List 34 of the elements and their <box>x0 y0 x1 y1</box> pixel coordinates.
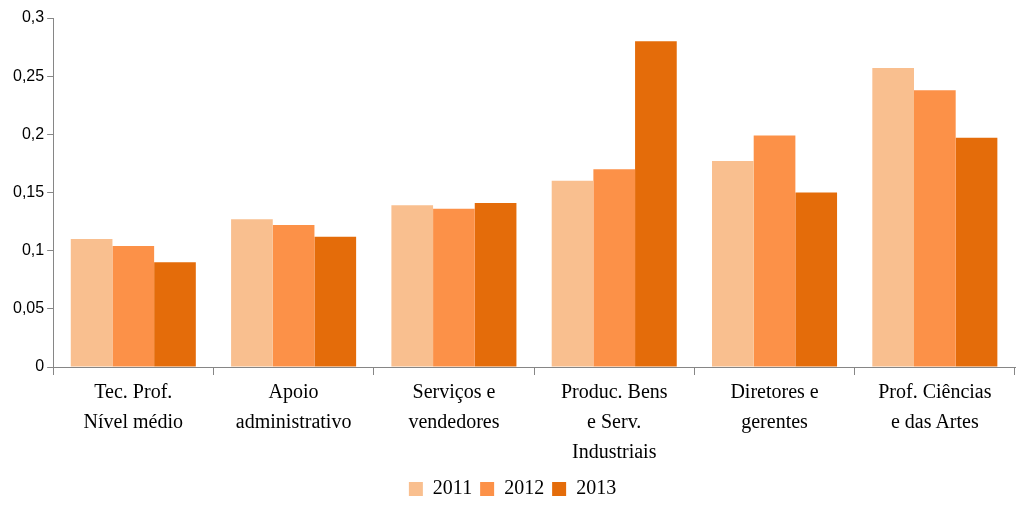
bar <box>551 180 594 367</box>
x-tick-label: Diretores e gerentes <box>730 380 819 434</box>
y-tick-label: 0,3 <box>21 8 45 26</box>
y-tick-label: 0,25 <box>13 66 45 84</box>
bar <box>753 135 796 367</box>
x-tick-label: Produc. Bens e Serv. Industriais <box>560 380 668 463</box>
bar <box>955 137 998 367</box>
y-tick-label: 0,05 <box>13 299 45 317</box>
y-tick-label: 0 <box>35 357 45 375</box>
bar <box>154 262 196 367</box>
legend-label: 2012 <box>504 476 545 499</box>
x-tick-label: Apoio administrativo <box>235 380 352 433</box>
bar <box>391 205 434 367</box>
x-tick-label: Serviços e vendedores <box>408 380 500 433</box>
bar <box>70 239 113 367</box>
bar <box>433 208 475 367</box>
legend-label: 2011 <box>432 476 473 499</box>
bar <box>112 246 155 367</box>
bar <box>314 236 357 367</box>
y-tick-label: 0,1 <box>21 241 45 259</box>
bar <box>272 225 315 367</box>
bar <box>914 90 956 367</box>
y-tick-label: 0,2 <box>21 124 45 142</box>
x-tick-label: Prof. Ciências e das Artes <box>878 380 992 433</box>
bar <box>593 169 636 367</box>
bar <box>231 219 273 367</box>
bar <box>795 192 838 367</box>
y-tick-label: 0,15 <box>13 182 45 200</box>
bar <box>712 161 754 367</box>
bar <box>635 41 677 367</box>
x-tick-label: Tec. Prof. Nível médio <box>83 380 184 433</box>
bar <box>872 68 915 367</box>
legend-label: 2013 <box>576 476 617 499</box>
bar <box>474 202 517 367</box>
